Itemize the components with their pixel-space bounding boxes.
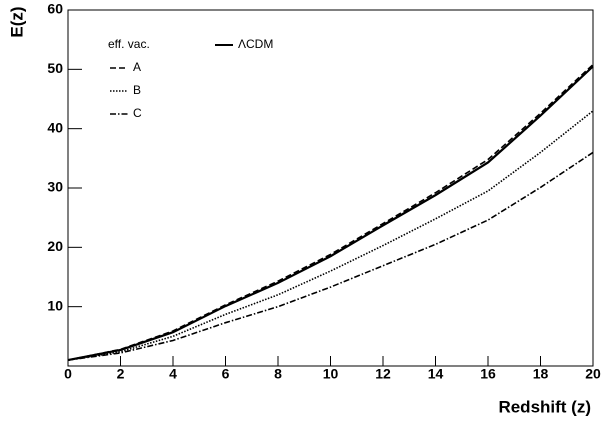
y-tick-label: 20 — [47, 238, 63, 254]
y-axis-label: E(z) — [7, 6, 26, 37]
legend-title: eff. vac. — [108, 37, 150, 51]
y-tick-label: 60 — [47, 1, 63, 17]
y-tick-label: 10 — [47, 297, 63, 313]
legend-label: B — [133, 83, 141, 97]
x-tick-label: 10 — [323, 366, 339, 382]
y-tick-label: 30 — [47, 179, 63, 195]
x-tick-label: 8 — [274, 366, 282, 382]
legend-label: A — [133, 60, 141, 74]
series-line — [67, 151, 594, 361]
x-tick-label: 18 — [533, 366, 549, 382]
x-tick-label: 2 — [117, 366, 125, 382]
series-line — [67, 65, 594, 362]
x-tick-label: 12 — [375, 366, 391, 382]
x-tick-label: 6 — [222, 366, 230, 382]
x-tick-label: 16 — [480, 366, 496, 382]
legend-label: ΛCDM — [238, 37, 273, 51]
series-line — [67, 110, 594, 361]
x-tick-label: 14 — [428, 366, 444, 382]
x-tick-label: 4 — [169, 366, 177, 382]
y-tick-label: 40 — [47, 119, 63, 135]
x-tick-label: 20 — [585, 366, 601, 382]
legend-label: C — [133, 106, 142, 120]
x-axis-label: Redshift (z) — [498, 397, 591, 416]
x-tick-label: 0 — [64, 366, 72, 382]
series-line — [67, 63, 594, 361]
y-tick-label: 50 — [47, 60, 63, 76]
plot-frame — [67, 9, 594, 367]
